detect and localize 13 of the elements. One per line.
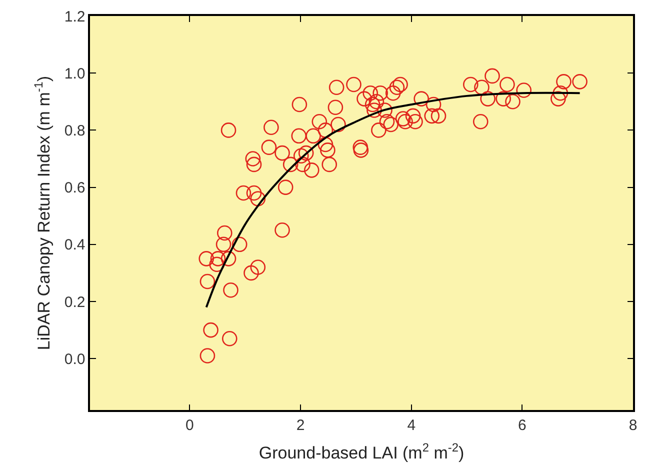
y-tick-label: 1.2 bbox=[64, 8, 86, 26]
y-tick-label: 0.0 bbox=[64, 350, 86, 368]
y-tick-label: 1.0 bbox=[64, 65, 86, 82]
y-tick-label: 0.4 bbox=[64, 236, 86, 254]
y-tick-label: 0.8 bbox=[64, 122, 86, 140]
y-tick-label: 0.2 bbox=[64, 294, 86, 311]
x-tick-label: 8 bbox=[628, 416, 638, 434]
x-tick-label: 4 bbox=[407, 416, 416, 434]
x-tick-label: 2 bbox=[296, 416, 305, 434]
x-axis-title: Ground-based LAI (m$^{2}$ m$^{-2}$) bbox=[258, 440, 464, 463]
x-tick-label: 6 bbox=[518, 416, 526, 434]
y-tick-label: 0.6 bbox=[64, 180, 86, 197]
x-tick-label: 0 bbox=[186, 416, 194, 434]
